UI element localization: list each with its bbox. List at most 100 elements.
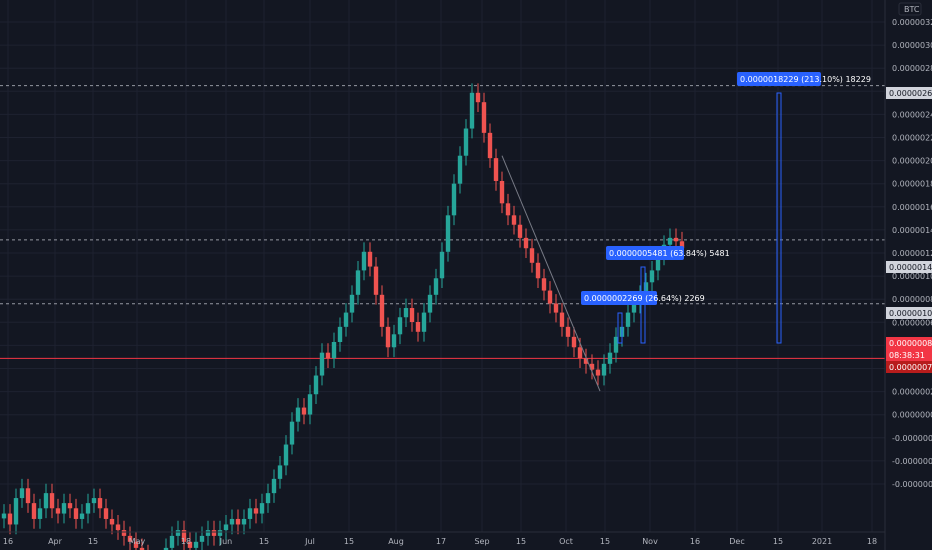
candle-body[interactable] bbox=[181, 530, 187, 542]
candle-body[interactable] bbox=[469, 92, 475, 129]
candle-body[interactable] bbox=[373, 266, 379, 295]
candle-body[interactable] bbox=[385, 326, 391, 348]
candle-body[interactable] bbox=[289, 421, 295, 445]
candle-body[interactable] bbox=[223, 524, 229, 531]
candle-body[interactable] bbox=[361, 251, 367, 271]
candle-body[interactable] bbox=[31, 503, 37, 519]
measure-label-box[interactable] bbox=[606, 246, 684, 260]
candle-body[interactable] bbox=[409, 308, 415, 322]
candle-body[interactable] bbox=[445, 215, 451, 252]
candle-body[interactable] bbox=[337, 326, 343, 343]
candle-body[interactable] bbox=[7, 513, 13, 525]
candle-body[interactable] bbox=[463, 128, 469, 156]
candle-body[interactable] bbox=[127, 535, 133, 542]
candle-body[interactable] bbox=[415, 322, 421, 332]
candle-body[interactable] bbox=[199, 535, 205, 542]
candle-body[interactable] bbox=[295, 407, 301, 422]
candle-body[interactable] bbox=[565, 326, 571, 337]
candle-body[interactable] bbox=[655, 255, 661, 271]
candle-body[interactable] bbox=[547, 290, 553, 304]
candle-body[interactable] bbox=[511, 215, 517, 225]
candle-body[interactable] bbox=[559, 312, 565, 327]
candle-body[interactable] bbox=[319, 352, 325, 376]
candle-body[interactable] bbox=[229, 518, 235, 525]
candle-body[interactable] bbox=[211, 530, 217, 536]
candle-body[interactable] bbox=[427, 294, 433, 313]
candle-body[interactable] bbox=[313, 375, 319, 395]
candle-body[interactable] bbox=[217, 530, 223, 536]
measure-bar[interactable] bbox=[617, 312, 623, 344]
candle-body[interactable] bbox=[613, 336, 619, 353]
candle-body[interactable] bbox=[133, 541, 139, 548]
candle-body[interactable] bbox=[397, 317, 403, 335]
candle-body[interactable] bbox=[259, 503, 265, 514]
measure-bar[interactable] bbox=[776, 92, 782, 344]
candle-body[interactable] bbox=[451, 183, 457, 216]
candle-body[interactable] bbox=[367, 251, 373, 267]
candle-body[interactable] bbox=[49, 493, 55, 509]
candle-body[interactable] bbox=[253, 508, 259, 514]
candle-body[interactable] bbox=[631, 303, 637, 313]
candle-body[interactable] bbox=[271, 478, 277, 494]
candle-body[interactable] bbox=[97, 498, 103, 509]
candle-body[interactable] bbox=[325, 352, 331, 359]
candle-body[interactable] bbox=[307, 394, 313, 415]
candle-body[interactable] bbox=[277, 465, 283, 479]
candle-body[interactable] bbox=[241, 518, 247, 525]
candle-body[interactable] bbox=[529, 248, 535, 263]
candle-body[interactable] bbox=[481, 102, 487, 133]
candle-body[interactable] bbox=[391, 334, 397, 348]
candle-body[interactable] bbox=[343, 312, 349, 327]
candle-body[interactable] bbox=[541, 278, 547, 291]
candle-body[interactable] bbox=[625, 312, 631, 327]
candle-body[interactable] bbox=[19, 488, 25, 499]
candle-body[interactable] bbox=[187, 541, 193, 548]
candle-body[interactable] bbox=[349, 294, 355, 313]
candle-body[interactable] bbox=[103, 508, 109, 519]
candle-body[interactable] bbox=[139, 547, 145, 550]
candle-body[interactable] bbox=[667, 237, 673, 245]
candle-body[interactable] bbox=[13, 498, 19, 525]
candle-body[interactable] bbox=[517, 224, 523, 238]
candle-body[interactable] bbox=[331, 342, 337, 359]
candle-body[interactable] bbox=[247, 508, 253, 519]
candle-body[interactable] bbox=[421, 312, 427, 332]
candle-body[interactable] bbox=[583, 358, 589, 364]
candle-body[interactable] bbox=[553, 303, 559, 313]
candle-body[interactable] bbox=[571, 336, 577, 348]
candle-body[interactable] bbox=[79, 513, 85, 519]
candle-body[interactable] bbox=[487, 132, 493, 159]
candle-body[interactable] bbox=[679, 241, 685, 249]
candle-body[interactable] bbox=[649, 270, 655, 283]
candle-body[interactable] bbox=[505, 203, 511, 216]
candle-body[interactable] bbox=[55, 508, 61, 514]
candle-body[interactable] bbox=[301, 407, 307, 415]
candle-body[interactable] bbox=[265, 493, 271, 504]
candle-body[interactable] bbox=[25, 488, 31, 504]
candle-body[interactable] bbox=[589, 363, 595, 370]
candle-body[interactable] bbox=[61, 503, 67, 514]
candle-body[interactable] bbox=[43, 493, 49, 509]
candle-body[interactable] bbox=[163, 547, 169, 550]
candle-body[interactable] bbox=[85, 503, 91, 514]
price-axis[interactable]: 0.0000032000 0.0000030000 0.0000028000 0.00… bbox=[886, 18, 932, 489]
candle-body[interactable] bbox=[355, 270, 361, 295]
candle-body[interactable] bbox=[169, 535, 175, 548]
candle-body[interactable] bbox=[433, 278, 439, 295]
candle-body[interactable] bbox=[595, 369, 601, 376]
candle-body[interactable] bbox=[37, 508, 43, 519]
measure-annotations[interactable]: 0.0000018229 (213.10%) 18229 0.0000005481… bbox=[581, 72, 871, 344]
candle-body[interactable] bbox=[607, 352, 613, 364]
candle-body[interactable] bbox=[673, 237, 679, 242]
candle-body[interactable] bbox=[403, 308, 409, 318]
candle-body[interactable] bbox=[457, 155, 463, 184]
candle-body[interactable] bbox=[523, 237, 529, 249]
candle-body[interactable] bbox=[205, 530, 211, 536]
candle-body[interactable] bbox=[379, 294, 385, 327]
candle-body[interactable] bbox=[67, 503, 73, 509]
measure-label-box[interactable] bbox=[737, 72, 821, 86]
candle-body[interactable] bbox=[1, 513, 7, 519]
candle-body[interactable] bbox=[643, 282, 649, 295]
trend-line[interactable] bbox=[501, 155, 601, 392]
